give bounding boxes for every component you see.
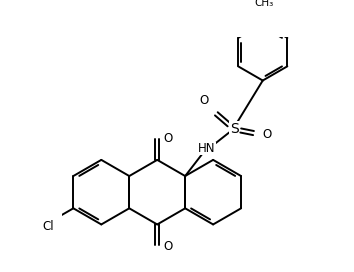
Text: O: O [163,240,172,253]
Text: O: O [163,132,172,144]
Text: O: O [200,94,209,107]
Text: S: S [230,122,239,136]
Text: Cl: Cl [42,220,54,233]
Text: HN: HN [198,143,216,156]
Text: CH₃: CH₃ [254,0,273,8]
Text: O: O [262,128,272,141]
